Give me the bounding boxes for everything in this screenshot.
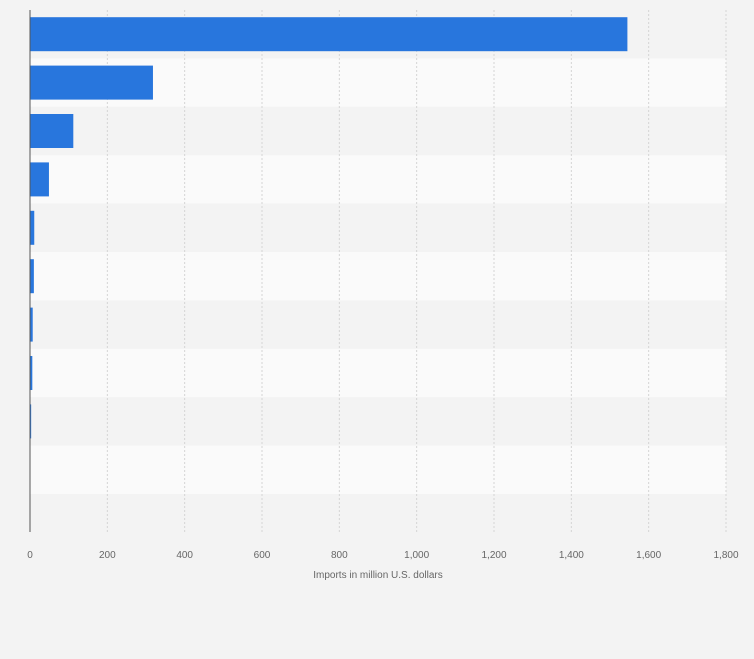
x-axis-title: Imports in million U.S. dollars xyxy=(313,570,442,581)
x-tick-label: 0 xyxy=(27,550,33,561)
x-axis-ticks: 0 200 400 600 800 1,000 1,200 1,400 1,600 1,800 xyxy=(27,550,739,561)
row-stripe xyxy=(30,106,726,156)
bar[interactable] xyxy=(30,210,35,245)
x-tick-label: 600 xyxy=(254,550,271,561)
bar[interactable] xyxy=(30,65,153,100)
x-tick-label: 1,000 xyxy=(404,550,429,561)
row-stripe xyxy=(30,300,726,349)
bar[interactable] xyxy=(30,17,628,52)
row-stripe xyxy=(30,203,726,252)
x-tick-label: 1,600 xyxy=(636,550,661,561)
x-tick-label: 1,800 xyxy=(713,550,738,561)
x-tick-label: 400 xyxy=(176,550,193,561)
bar[interactable] xyxy=(30,307,33,342)
bar[interactable] xyxy=(30,162,49,197)
bars xyxy=(30,17,628,487)
row-stripes xyxy=(30,10,726,494)
x-tick-label: 1,400 xyxy=(559,550,584,561)
bar[interactable] xyxy=(30,404,32,439)
row-stripe xyxy=(30,445,726,494)
x-tick-label: 800 xyxy=(331,550,348,561)
row-stripe xyxy=(30,397,726,446)
bar[interactable] xyxy=(30,356,33,390)
bar[interactable] xyxy=(30,259,34,294)
row-stripe xyxy=(30,252,726,301)
gridlines xyxy=(106,10,727,532)
x-tick-label: 200 xyxy=(99,550,116,561)
row-stripe xyxy=(30,155,726,204)
x-tick-label: 1,200 xyxy=(481,550,506,561)
row-stripe xyxy=(30,348,726,398)
bar[interactable] xyxy=(30,114,74,148)
